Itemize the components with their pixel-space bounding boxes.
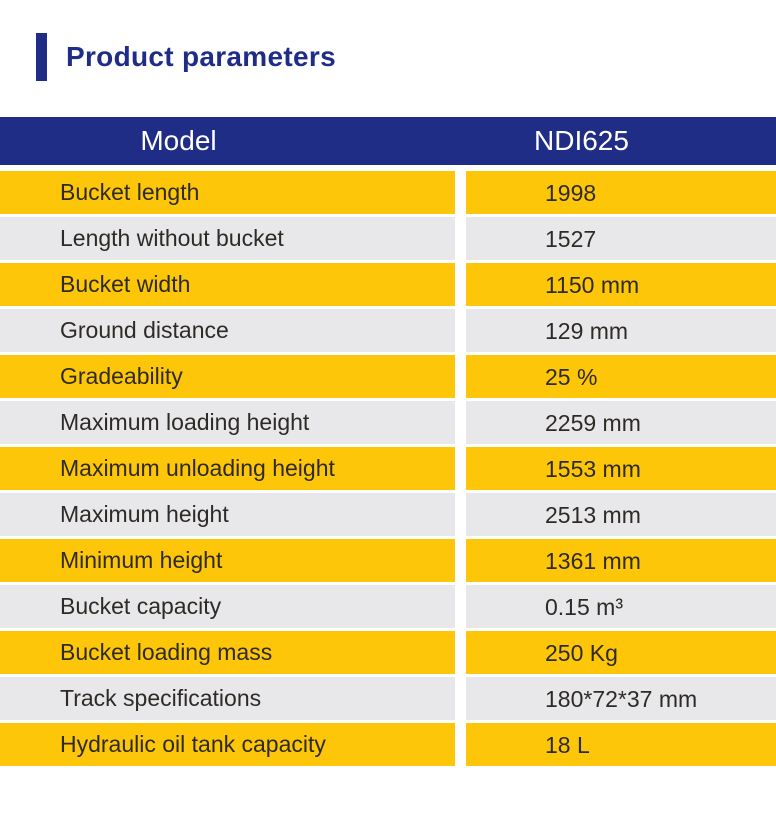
column-divider	[455, 493, 466, 536]
parameter-label: Track specifications	[0, 677, 455, 720]
table-row: Length without bucket 1527	[0, 217, 776, 260]
table-row: Bucket capacity 0.15 m³	[0, 585, 776, 628]
parameter-label: Length without bucket	[0, 217, 455, 260]
parameter-value: 1150 mm	[466, 263, 776, 306]
table-row: Minimum height 1361 mm	[0, 539, 776, 582]
parameter-label: Minimum height	[0, 539, 455, 582]
column-divider	[455, 631, 466, 674]
parameter-label: Bucket width	[0, 263, 455, 306]
model-column-header: Model	[140, 125, 217, 156]
parameter-label: Maximum loading height	[0, 401, 455, 444]
column-divider	[455, 447, 466, 490]
table-row: Bucket loading mass 250 Kg	[0, 631, 776, 674]
model-value-header: NDI625	[534, 125, 629, 156]
parameter-value: 180*72*37 mm	[466, 677, 776, 720]
parameter-value: 129 mm	[466, 309, 776, 352]
parameter-value: 2513 mm	[466, 493, 776, 536]
page-title: Product parameters	[66, 41, 336, 72]
table-row: Maximum loading height 2259 mm	[0, 401, 776, 444]
table-row: Bucket width 1150 mm	[0, 263, 776, 306]
parameter-label: Bucket capacity	[0, 585, 455, 628]
column-divider	[455, 171, 466, 214]
table-row: Ground distance 129 mm	[0, 309, 776, 352]
table-row: Hydraulic oil tank capacity 18 L	[0, 723, 776, 766]
column-divider	[455, 677, 466, 720]
parameter-value: 1553 mm	[466, 447, 776, 490]
column-divider	[455, 539, 466, 582]
column-divider	[455, 217, 466, 260]
parameter-value: 1361 mm	[466, 539, 776, 582]
column-divider	[455, 355, 466, 398]
parameter-value: 2259 mm	[466, 401, 776, 444]
table-header-row: Model NDI625	[0, 117, 776, 165]
title-accent-bar	[36, 33, 47, 81]
table-row: Bucket length 1998	[0, 171, 776, 214]
table-rows: Bucket length 1998 Length without bucket…	[0, 171, 776, 766]
parameter-value: 1998	[466, 171, 776, 214]
parameter-value: 250 Kg	[466, 631, 776, 674]
parameter-label: Bucket length	[0, 171, 455, 214]
parameter-value: 25 %	[466, 355, 776, 398]
table-row: Track specifications 180*72*37 mm	[0, 677, 776, 720]
table-row: Gradeability 25 %	[0, 355, 776, 398]
parameter-label: Gradeability	[0, 355, 455, 398]
column-divider	[455, 585, 466, 628]
table-row: Maximum height 2513 mm	[0, 493, 776, 536]
parameter-label: Hydraulic oil tank capacity	[0, 723, 455, 766]
column-divider	[455, 309, 466, 352]
parameter-label: Bucket loading mass	[0, 631, 455, 674]
parameter-value: 0.15 m³	[466, 585, 776, 628]
parameter-value: 1527	[466, 217, 776, 260]
column-divider	[455, 723, 466, 766]
parameter-label: Maximum height	[0, 493, 455, 536]
parameter-value: 18 L	[466, 723, 776, 766]
column-divider	[455, 263, 466, 306]
table-row: Maximum unloading height 1553 mm	[0, 447, 776, 490]
title-section: Product parameters	[36, 33, 776, 81]
column-divider	[455, 401, 466, 444]
parameter-label: Maximum unloading height	[0, 447, 455, 490]
parameter-label: Ground distance	[0, 309, 455, 352]
product-parameters-table: Model NDI625 Bucket length 1998 Length w…	[0, 117, 776, 766]
